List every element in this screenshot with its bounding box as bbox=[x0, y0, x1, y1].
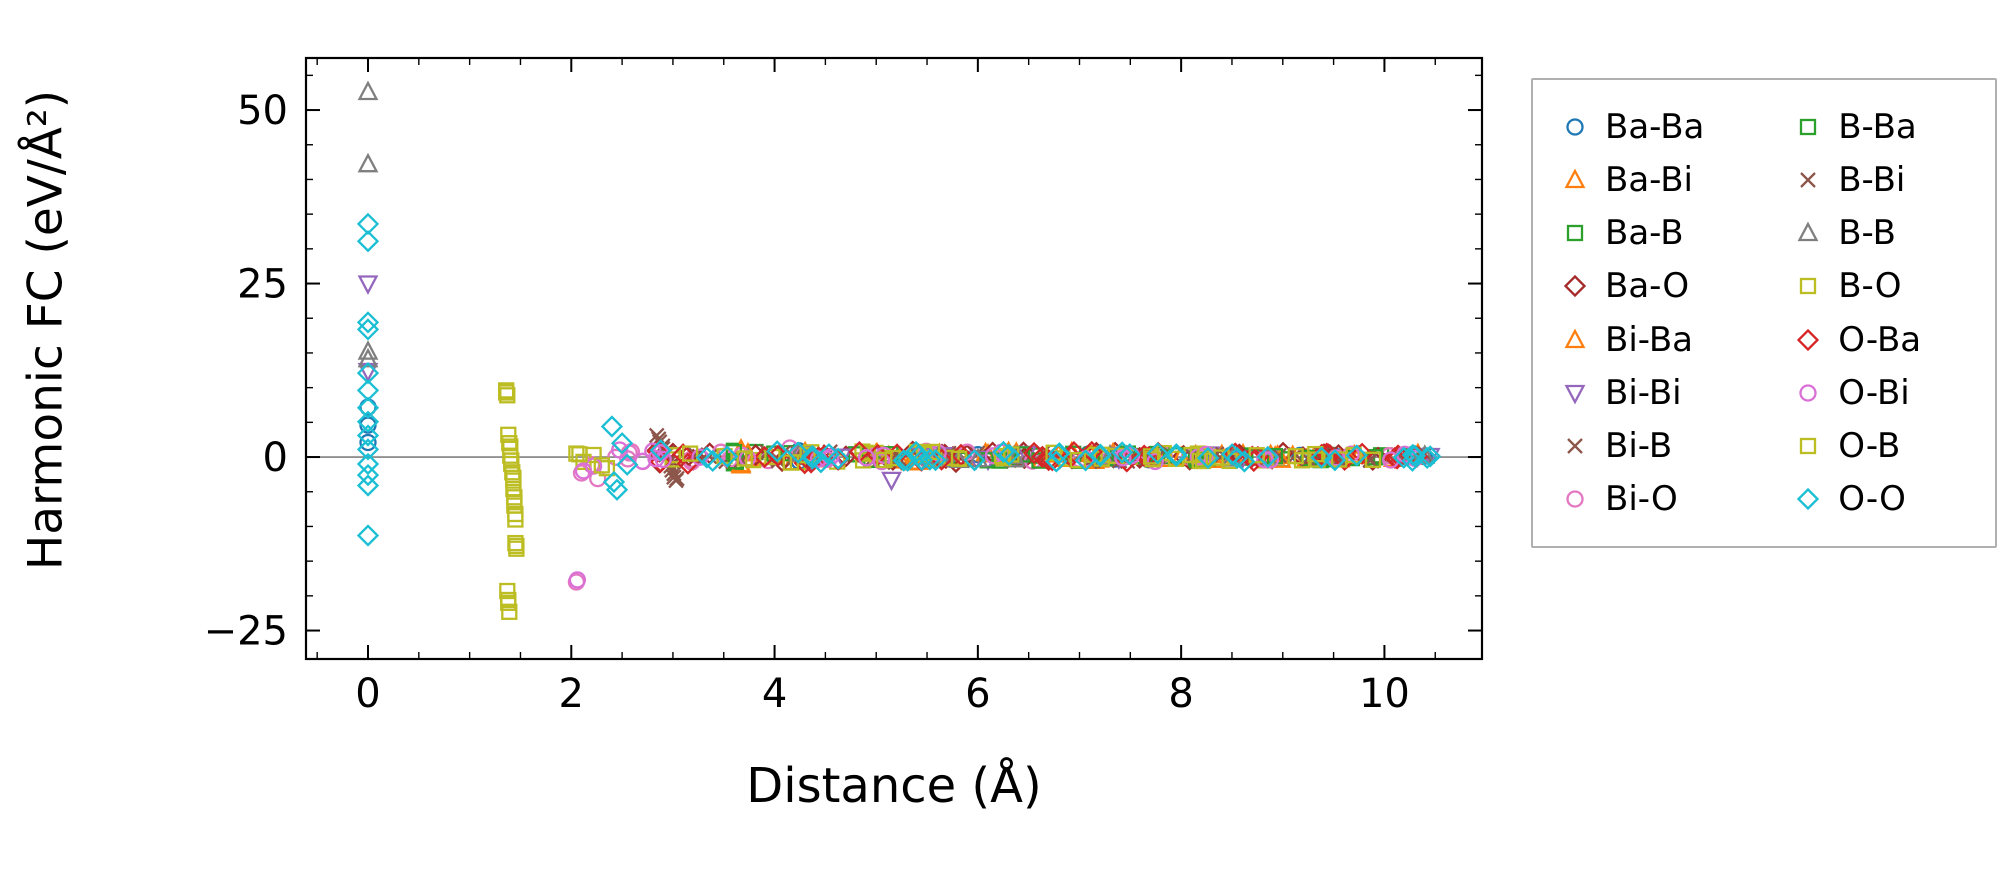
legend-item-bi-bi: Bi-Bi bbox=[1557, 366, 1754, 419]
x-tick-label: 0 bbox=[355, 671, 380, 717]
y-tick-label: −25 bbox=[204, 609, 288, 655]
series-points-b-o bbox=[498, 382, 1311, 620]
legend-item-ba-b: Ba-B bbox=[1557, 207, 1754, 260]
legend-label: B-B bbox=[1838, 213, 1896, 254]
legend-item-ba-ba: Ba-Ba bbox=[1557, 100, 1754, 153]
square-marker-icon bbox=[1800, 437, 1817, 455]
series-points-o-o bbox=[356, 212, 1442, 547]
axes: 0 2 4 6 8 10 −25 0 25 50 bbox=[204, 58, 1482, 717]
legend-item-b-o: B-O bbox=[1790, 260, 1971, 313]
legend-item-o-ba: O-Ba bbox=[1790, 313, 1971, 366]
x-tick-label: 2 bbox=[559, 671, 584, 717]
legend-label: Ba-B bbox=[1605, 213, 1684, 254]
triangle-up-marker-icon bbox=[1797, 221, 1819, 242]
y-tick-label: 50 bbox=[237, 88, 288, 134]
legend-label: B-Bi bbox=[1838, 159, 1906, 200]
legend-label: B-Ba bbox=[1838, 106, 1917, 147]
circle-marker-icon bbox=[1566, 490, 1584, 509]
legend-item-b-ba: B-Ba bbox=[1790, 100, 1971, 153]
triangle-up-marker-icon bbox=[1564, 168, 1586, 189]
legend-label: O-O bbox=[1838, 479, 1906, 520]
triangle-down-marker-icon bbox=[1564, 384, 1586, 405]
square-marker-icon bbox=[1566, 224, 1584, 242]
triangle-up-marker-icon bbox=[1564, 328, 1586, 348]
circle-marker-icon bbox=[1799, 384, 1817, 402]
x-tick-label: 8 bbox=[1168, 671, 1193, 717]
x-tick-label: 10 bbox=[1359, 671, 1410, 717]
legend-item-ba-o: Ba-O bbox=[1557, 260, 1754, 313]
square-marker-icon bbox=[1800, 278, 1817, 295]
square-marker-icon bbox=[1800, 118, 1817, 135]
diamond-marker-icon bbox=[1797, 488, 1820, 511]
legend-label: O-Bi bbox=[1838, 372, 1910, 413]
legend-label: Ba-O bbox=[1605, 266, 1690, 307]
legend-item-ba-bi: Ba-Bi bbox=[1557, 153, 1754, 206]
legend-label: Bi-B bbox=[1605, 426, 1673, 467]
series-points-o-b bbox=[498, 384, 1382, 609]
legend-item-bi-ba: Bi-Ba bbox=[1557, 313, 1754, 366]
x-tick-label: 4 bbox=[762, 671, 787, 717]
legend-item-o-o: O-O bbox=[1790, 473, 1971, 526]
legend-item-o-bi: O-Bi bbox=[1790, 366, 1971, 419]
circle-marker-icon bbox=[1566, 117, 1584, 136]
legend-item-b-bi: B-Bi bbox=[1790, 153, 1971, 206]
diamond-marker-icon bbox=[1563, 275, 1587, 298]
legend-label: Bi-Bi bbox=[1605, 372, 1682, 413]
legend-label: Bi-Ba bbox=[1605, 319, 1693, 360]
legend-item-b-b: B-B bbox=[1790, 207, 1971, 260]
legend-label: Ba-Ba bbox=[1605, 106, 1705, 147]
y-tick-label: 0 bbox=[263, 435, 288, 481]
y-tick-label: 25 bbox=[237, 262, 288, 308]
x-marker-icon bbox=[1800, 172, 1817, 188]
plot-frame bbox=[304, 56, 1484, 661]
legend-label: O-Ba bbox=[1838, 319, 1922, 360]
legend-label: Bi-O bbox=[1605, 479, 1678, 520]
legend: Ba-Ba Ba-Bi Ba-B Ba-O Bi-Ba Bi-Bi Bi-B Bi-O B-Ba… bbox=[1531, 78, 1997, 548]
diamond-marker-icon bbox=[1797, 328, 1820, 351]
series-points-b-b bbox=[357, 80, 1436, 469]
x-axis-label: Distance (Å) bbox=[746, 758, 1042, 814]
legend-label: B-O bbox=[1838, 266, 1902, 307]
x-tick-label: 6 bbox=[965, 671, 990, 717]
legend-item-bi-o: Bi-O bbox=[1557, 473, 1754, 526]
legend-label: Ba-Bi bbox=[1605, 159, 1693, 200]
x-marker-icon bbox=[1567, 438, 1583, 454]
legend-item-o-b: O-B bbox=[1790, 420, 1971, 473]
legend-item-bi-b: Bi-B bbox=[1557, 420, 1754, 473]
legend-label: O-B bbox=[1838, 426, 1901, 467]
